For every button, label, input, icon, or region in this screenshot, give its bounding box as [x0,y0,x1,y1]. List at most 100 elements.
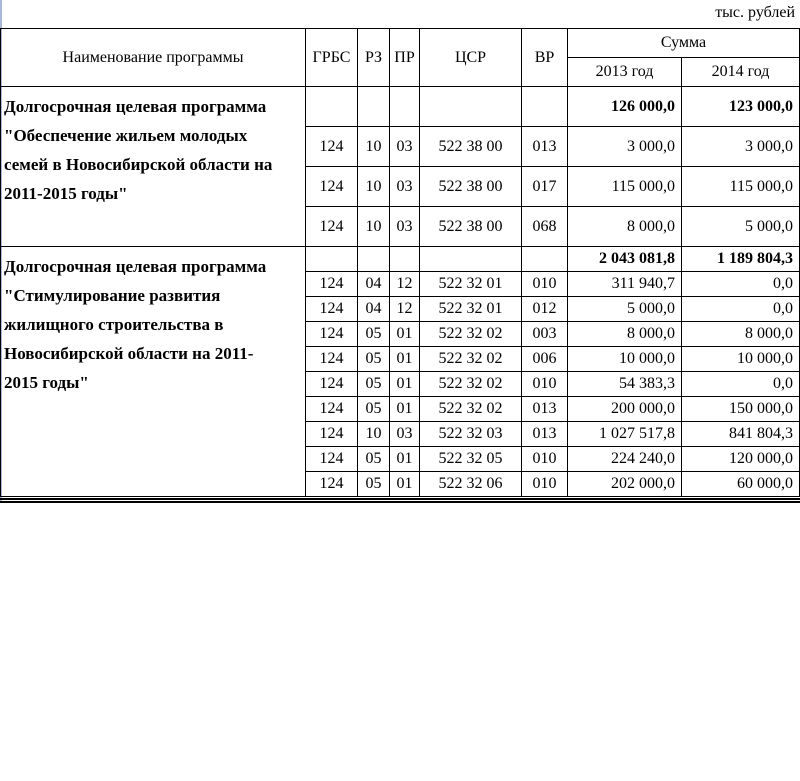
cell-pr: 01 [389,396,420,422]
table-row: 124 05 01 522 32 06 010 202 000,0 60 000,0 [1,470,800,498]
cell-2014: 841 804,3 [681,420,800,447]
col-header-vr: ВР [521,28,568,87]
cell-2014: 3 000,0 [681,126,800,168]
cell-pr: 01 [389,321,420,348]
cell-vr: 010 [521,470,568,498]
table-bottom-double-rule [0,498,800,503]
cell-vr: 013 [521,420,568,447]
cell-csr-empty [419,85,522,128]
cell-rz: 04 [357,296,390,323]
cell-grbs: 124 [305,126,358,168]
col-header-sum: Сумма [567,28,800,58]
cell-pr: 12 [389,271,420,298]
cell-grbs-empty [305,85,358,128]
table-row: 124 10 03 522 38 00 013 3 000,0 3 000,0 [1,126,800,168]
cell-csr: 522 32 01 [419,296,522,323]
cell-2014: 0,0 [681,371,800,398]
cell-grbs: 124 [305,346,358,373]
col-header-pr: ПР [389,28,420,87]
cell-2014: 150 000,0 [681,396,800,422]
cell-grbs-empty [305,246,358,273]
cell-2013: 202 000,0 [567,470,682,498]
cell-grbs: 124 [305,166,358,208]
cell-2014: 5 000,0 [681,206,800,248]
cell-rz: 05 [357,371,390,398]
cell-grbs: 124 [305,296,358,323]
cell-2014: 0,0 [681,296,800,323]
cell-csr: 522 32 01 [419,271,522,298]
header-row-2: 2013 год 2014 год [1,57,800,87]
table-header: Наименование программы ГРБС РЗ ПР ЦСР ВР… [0,28,800,87]
cell-grbs: 124 [305,445,358,472]
col-header-rz: РЗ [357,28,390,87]
cell-csr-empty [419,246,522,273]
table-row: 124 10 03 522 38 00 017 115 000,0 115 000,0 [1,166,800,208]
cell-csr: 522 32 05 [419,445,522,472]
cell-2014: 60 000,0 [681,470,800,498]
cell-2014: 8 000,0 [681,321,800,348]
cell-rz: 10 [357,126,390,168]
program-name-cell: Долгосрочная целевая программа "Обеспече… [0,85,306,248]
cell-vr: 013 [521,126,568,168]
cell-rz: 04 [357,271,390,298]
cell-2013: 3 000,0 [567,126,682,168]
cell-pr-empty [389,246,420,273]
cell-grbs: 124 [305,420,358,447]
cell-2013: 8 000,0 [567,321,682,348]
table-row: 124 05 01 522 32 05 010 224 240,0 120 000,0 [1,445,800,472]
cell-pr: 03 [389,420,420,447]
col-header-csr: ЦСР [419,28,522,87]
cell-vr: 013 [521,396,568,422]
cell-total-2014: 1 189 804,3 [681,246,800,273]
cell-2013: 115 000,0 [567,166,682,208]
col-header-program-name: Наименование программы [0,28,306,87]
cell-vr-empty [521,85,568,128]
cell-vr: 003 [521,321,568,348]
budget-table-body: Долгосрочная целевая программа "Обеспече… [0,85,800,498]
program-total-row: Долгосрочная целевая программа "Обеспече… [0,85,800,248]
cell-grbs: 124 [305,396,358,422]
cell-grbs: 124 [305,321,358,348]
cell-pr: 12 [389,296,420,323]
cell-rz: 10 [357,420,390,447]
table-row: 124 04 12 522 32 01 010 311 940,7 0,0 [1,271,800,298]
cell-grbs: 124 [305,206,358,248]
table-row: 124 05 01 522 32 02 013 200 000,0 150 000,0 [1,396,800,422]
cell-pr: 01 [389,346,420,373]
cell-csr: 522 38 00 [419,206,522,248]
cell-pr: 03 [389,166,420,208]
cell-2013: 1 027 517,8 [567,420,682,447]
cell-rz: 05 [357,396,390,422]
cell-pr: 03 [389,206,420,248]
cell-2013: 8 000,0 [567,206,682,248]
cell-csr: 522 32 02 [419,396,522,422]
cell-csr: 522 32 02 [419,321,522,348]
cell-pr: 01 [389,445,420,472]
col-header-year-2014: 2014 год [681,57,800,87]
cell-csr: 522 32 06 [419,470,522,498]
cell-2014: 10 000,0 [681,346,800,373]
cell-rz: 05 [357,445,390,472]
table-row: 124 05 01 522 32 02 010 54 383,3 0,0 [1,371,800,398]
table-row: 124 04 12 522 32 01 012 5 000,0 0,0 [1,296,800,323]
header-row-1: Наименование программы ГРБС РЗ ПР ЦСР ВР… [0,28,800,87]
cell-rz-empty [357,246,390,273]
cell-2013: 54 383,3 [567,371,682,398]
col-header-year-2013: 2013 год [567,57,682,87]
cell-grbs: 124 [305,470,358,498]
cell-csr: 522 38 00 [419,166,522,208]
cell-vr: 010 [521,445,568,472]
table-row: 124 05 01 522 32 02 003 8 000,0 8 000,0 [1,321,800,348]
cell-vr: 012 [521,296,568,323]
cell-pr: 01 [389,371,420,398]
cell-rz: 05 [357,470,390,498]
cell-pr-empty [389,85,420,128]
cell-pr: 01 [389,470,420,498]
cell-grbs: 124 [305,371,358,398]
cell-csr: 522 38 00 [419,126,522,168]
cell-2013: 224 240,0 [567,445,682,472]
unit-label: тыс. рублей [715,4,795,21]
table-row: 124 05 01 522 32 02 006 10 000,0 10 000,0 [1,346,800,373]
cell-total-2013: 2 043 081,8 [567,246,682,273]
program-total-row: Долгосрочная целевая программа "Стимулир… [0,246,800,497]
